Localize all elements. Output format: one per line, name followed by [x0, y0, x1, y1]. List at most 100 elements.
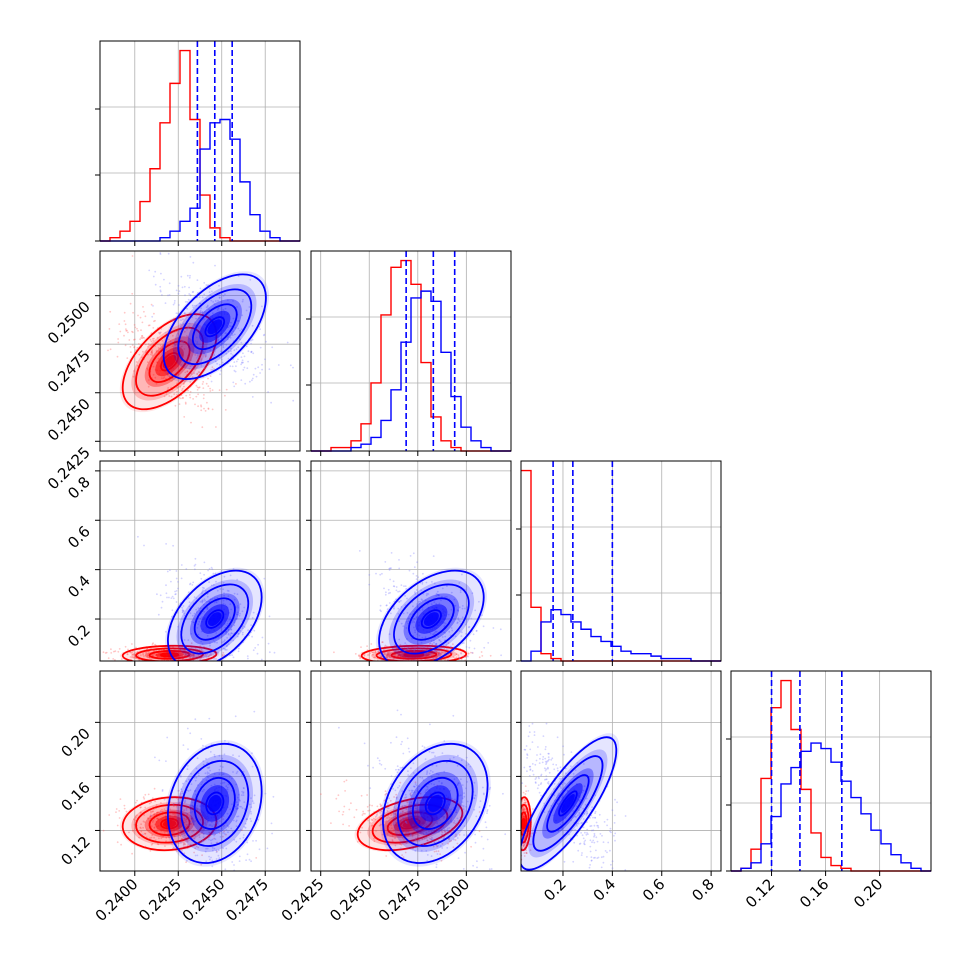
scatter-point [208, 287, 211, 290]
scatter-point [525, 849, 527, 852]
scatter-point [407, 815, 410, 817]
scatter-point [177, 284, 180, 287]
scatter-point [470, 651, 472, 654]
scatter-point [469, 765, 472, 768]
scatter-point [474, 833, 476, 836]
scatter-point [229, 616, 232, 619]
scatter-point [225, 343, 228, 346]
scatter-point [421, 599, 424, 602]
scatter-point [104, 652, 107, 654]
scatter-point [185, 314, 188, 317]
scatter-point [186, 370, 189, 373]
scatter-point [159, 289, 162, 292]
scatter-point [251, 338, 254, 341]
scatter-point [203, 828, 205, 830]
scatter-point [490, 868, 493, 870]
scatter-point [207, 656, 210, 658]
scatter-point [224, 409, 227, 411]
scatter-point [230, 347, 232, 350]
scatter-point [396, 709, 399, 712]
density-layer [320, 709, 507, 871]
scatter-point [170, 597, 173, 599]
scatter-point [227, 825, 230, 828]
scatter-point [239, 630, 242, 632]
scatter-point [426, 821, 429, 823]
scatter-point [196, 807, 198, 810]
scatter-point [192, 805, 195, 808]
scatter-point [376, 757, 379, 760]
scatter-point [546, 760, 549, 763]
scatter-point [519, 715, 521, 717]
scatter-point [429, 825, 432, 828]
scatter-point [240, 805, 243, 808]
scatter-point [388, 817, 391, 819]
scatter-point [411, 637, 413, 640]
scatter-point [160, 272, 162, 275]
scatter-point [183, 834, 186, 837]
scatter-point [523, 748, 526, 751]
scatter-point [372, 766, 374, 769]
scatter-point [392, 829, 395, 831]
scatter-point [129, 346, 132, 348]
scatter-point [386, 653, 389, 656]
scatter-point [429, 642, 432, 645]
scatter-point [416, 808, 419, 811]
scatter-point [168, 395, 171, 397]
scatter-point [402, 856, 405, 858]
scatter-point [205, 306, 208, 309]
scatter-point [141, 337, 144, 340]
scatter-point [522, 845, 525, 847]
scatter-point [468, 646, 471, 649]
scatter-point [185, 780, 188, 783]
scatter-point [392, 829, 395, 832]
scatter-point [227, 350, 230, 353]
scatter-point [165, 377, 167, 380]
scatter-point [252, 373, 255, 376]
scatter-point [175, 805, 178, 808]
scatter-point [560, 787, 563, 789]
scatter-point [184, 294, 186, 297]
scatter-point [229, 574, 232, 577]
scatter-point [232, 381, 235, 384]
scatter-point [178, 397, 181, 399]
scatter-point [405, 808, 408, 810]
scatter-point [425, 850, 428, 852]
scatter-point [150, 303, 153, 306]
scatter-point [189, 256, 192, 258]
scatter-point [457, 663, 459, 665]
scatter-point [150, 814, 153, 817]
scatter-point [204, 590, 207, 592]
scatter-point [205, 355, 207, 357]
scatter-point [208, 291, 211, 293]
scatter-point [202, 387, 205, 389]
scatter-point [151, 654, 154, 657]
scatter-point [222, 599, 225, 602]
scatter-point [359, 831, 362, 834]
scatter-point [201, 311, 204, 314]
scatter-point [161, 808, 163, 811]
scatter-point [447, 830, 449, 833]
scatter-point [580, 832, 582, 834]
scatter-point [574, 816, 577, 818]
scatter-point [244, 822, 247, 825]
scatter-point [479, 800, 482, 802]
scatter-point [519, 835, 521, 837]
scatter-point [386, 608, 389, 610]
scatter-point [207, 377, 209, 380]
scatter-point [555, 764, 558, 766]
scatter-point [574, 769, 577, 771]
scatter-point [175, 570, 178, 572]
scatter-point [413, 621, 416, 623]
scatter-point [150, 825, 153, 827]
scatter-point [144, 343, 147, 346]
scatter-point [450, 819, 453, 822]
scatter-point [183, 381, 186, 383]
scatter-point [204, 772, 207, 775]
scatter-point [540, 794, 542, 797]
scatter-point [406, 612, 409, 614]
scatter-point [519, 794, 521, 796]
scatter-point [144, 651, 147, 654]
scatter-point [457, 618, 460, 621]
scatter-point [574, 828, 576, 831]
scatter-point [123, 804, 126, 807]
